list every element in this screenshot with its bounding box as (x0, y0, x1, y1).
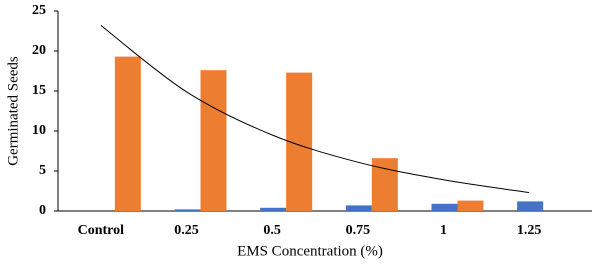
x-tick-label: 1 (440, 223, 447, 238)
x-tick-label: 0.25 (174, 223, 199, 238)
trendline (100, 25, 530, 194)
y-tick-label: 20 (32, 43, 46, 58)
bar (517, 201, 544, 211)
bar (260, 207, 287, 211)
bar (345, 205, 372, 211)
bar (200, 70, 227, 211)
x-tick-label: Control (78, 223, 125, 238)
y-tick-label: 15 (32, 83, 46, 98)
y-axis-label: Germinated Seeds (5, 56, 21, 166)
x-tick-label: 0.75 (346, 223, 371, 238)
x-axis-label: EMS Concentration (%) (237, 243, 383, 259)
x-tick-label: 0.5 (263, 223, 281, 238)
bar (174, 209, 201, 211)
x-tick-label: 1.25 (517, 223, 542, 238)
y-tick-label: 25 (32, 3, 46, 18)
y-tick-label: 10 (32, 123, 46, 138)
bar (431, 203, 458, 211)
y-tick-label: 0 (39, 203, 46, 218)
y-tick-label: 5 (39, 163, 46, 178)
bar (114, 56, 141, 211)
bar (457, 200, 484, 211)
